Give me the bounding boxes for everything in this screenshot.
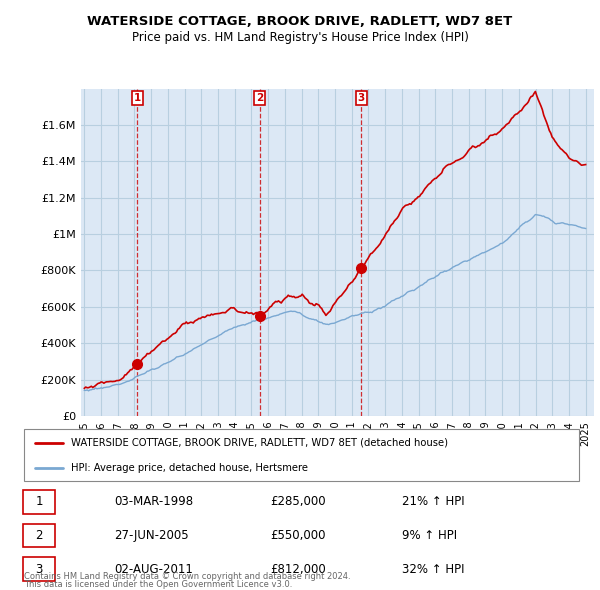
Text: £285,000: £285,000: [270, 495, 326, 509]
Text: 21% ↑ HPI: 21% ↑ HPI: [402, 495, 464, 509]
Text: WATERSIDE COTTAGE, BROOK DRIVE, RADLETT, WD7 8ET: WATERSIDE COTTAGE, BROOK DRIVE, RADLETT,…: [88, 15, 512, 28]
Text: 1: 1: [35, 495, 43, 509]
Text: 3: 3: [35, 562, 43, 576]
FancyBboxPatch shape: [24, 429, 579, 481]
Text: 27-JUN-2005: 27-JUN-2005: [114, 529, 188, 542]
Text: Price paid vs. HM Land Registry's House Price Index (HPI): Price paid vs. HM Land Registry's House …: [131, 31, 469, 44]
Text: 1: 1: [134, 93, 141, 103]
Text: 32% ↑ HPI: 32% ↑ HPI: [402, 562, 464, 576]
Text: 2: 2: [35, 529, 43, 542]
Text: Contains HM Land Registry data © Crown copyright and database right 2024.: Contains HM Land Registry data © Crown c…: [24, 572, 350, 581]
Text: WATERSIDE COTTAGE, BROOK DRIVE, RADLETT, WD7 8ET (detached house): WATERSIDE COTTAGE, BROOK DRIVE, RADLETT,…: [71, 438, 448, 448]
Text: 03-MAR-1998: 03-MAR-1998: [114, 495, 193, 509]
Text: 3: 3: [358, 93, 365, 103]
Text: £550,000: £550,000: [270, 529, 325, 542]
Text: 02-AUG-2011: 02-AUG-2011: [114, 562, 193, 576]
Text: 2: 2: [256, 93, 263, 103]
Text: 9% ↑ HPI: 9% ↑ HPI: [402, 529, 457, 542]
Text: This data is licensed under the Open Government Licence v3.0.: This data is licensed under the Open Gov…: [24, 580, 292, 589]
Text: HPI: Average price, detached house, Hertsmere: HPI: Average price, detached house, Hert…: [71, 463, 308, 473]
Text: £812,000: £812,000: [270, 562, 326, 576]
